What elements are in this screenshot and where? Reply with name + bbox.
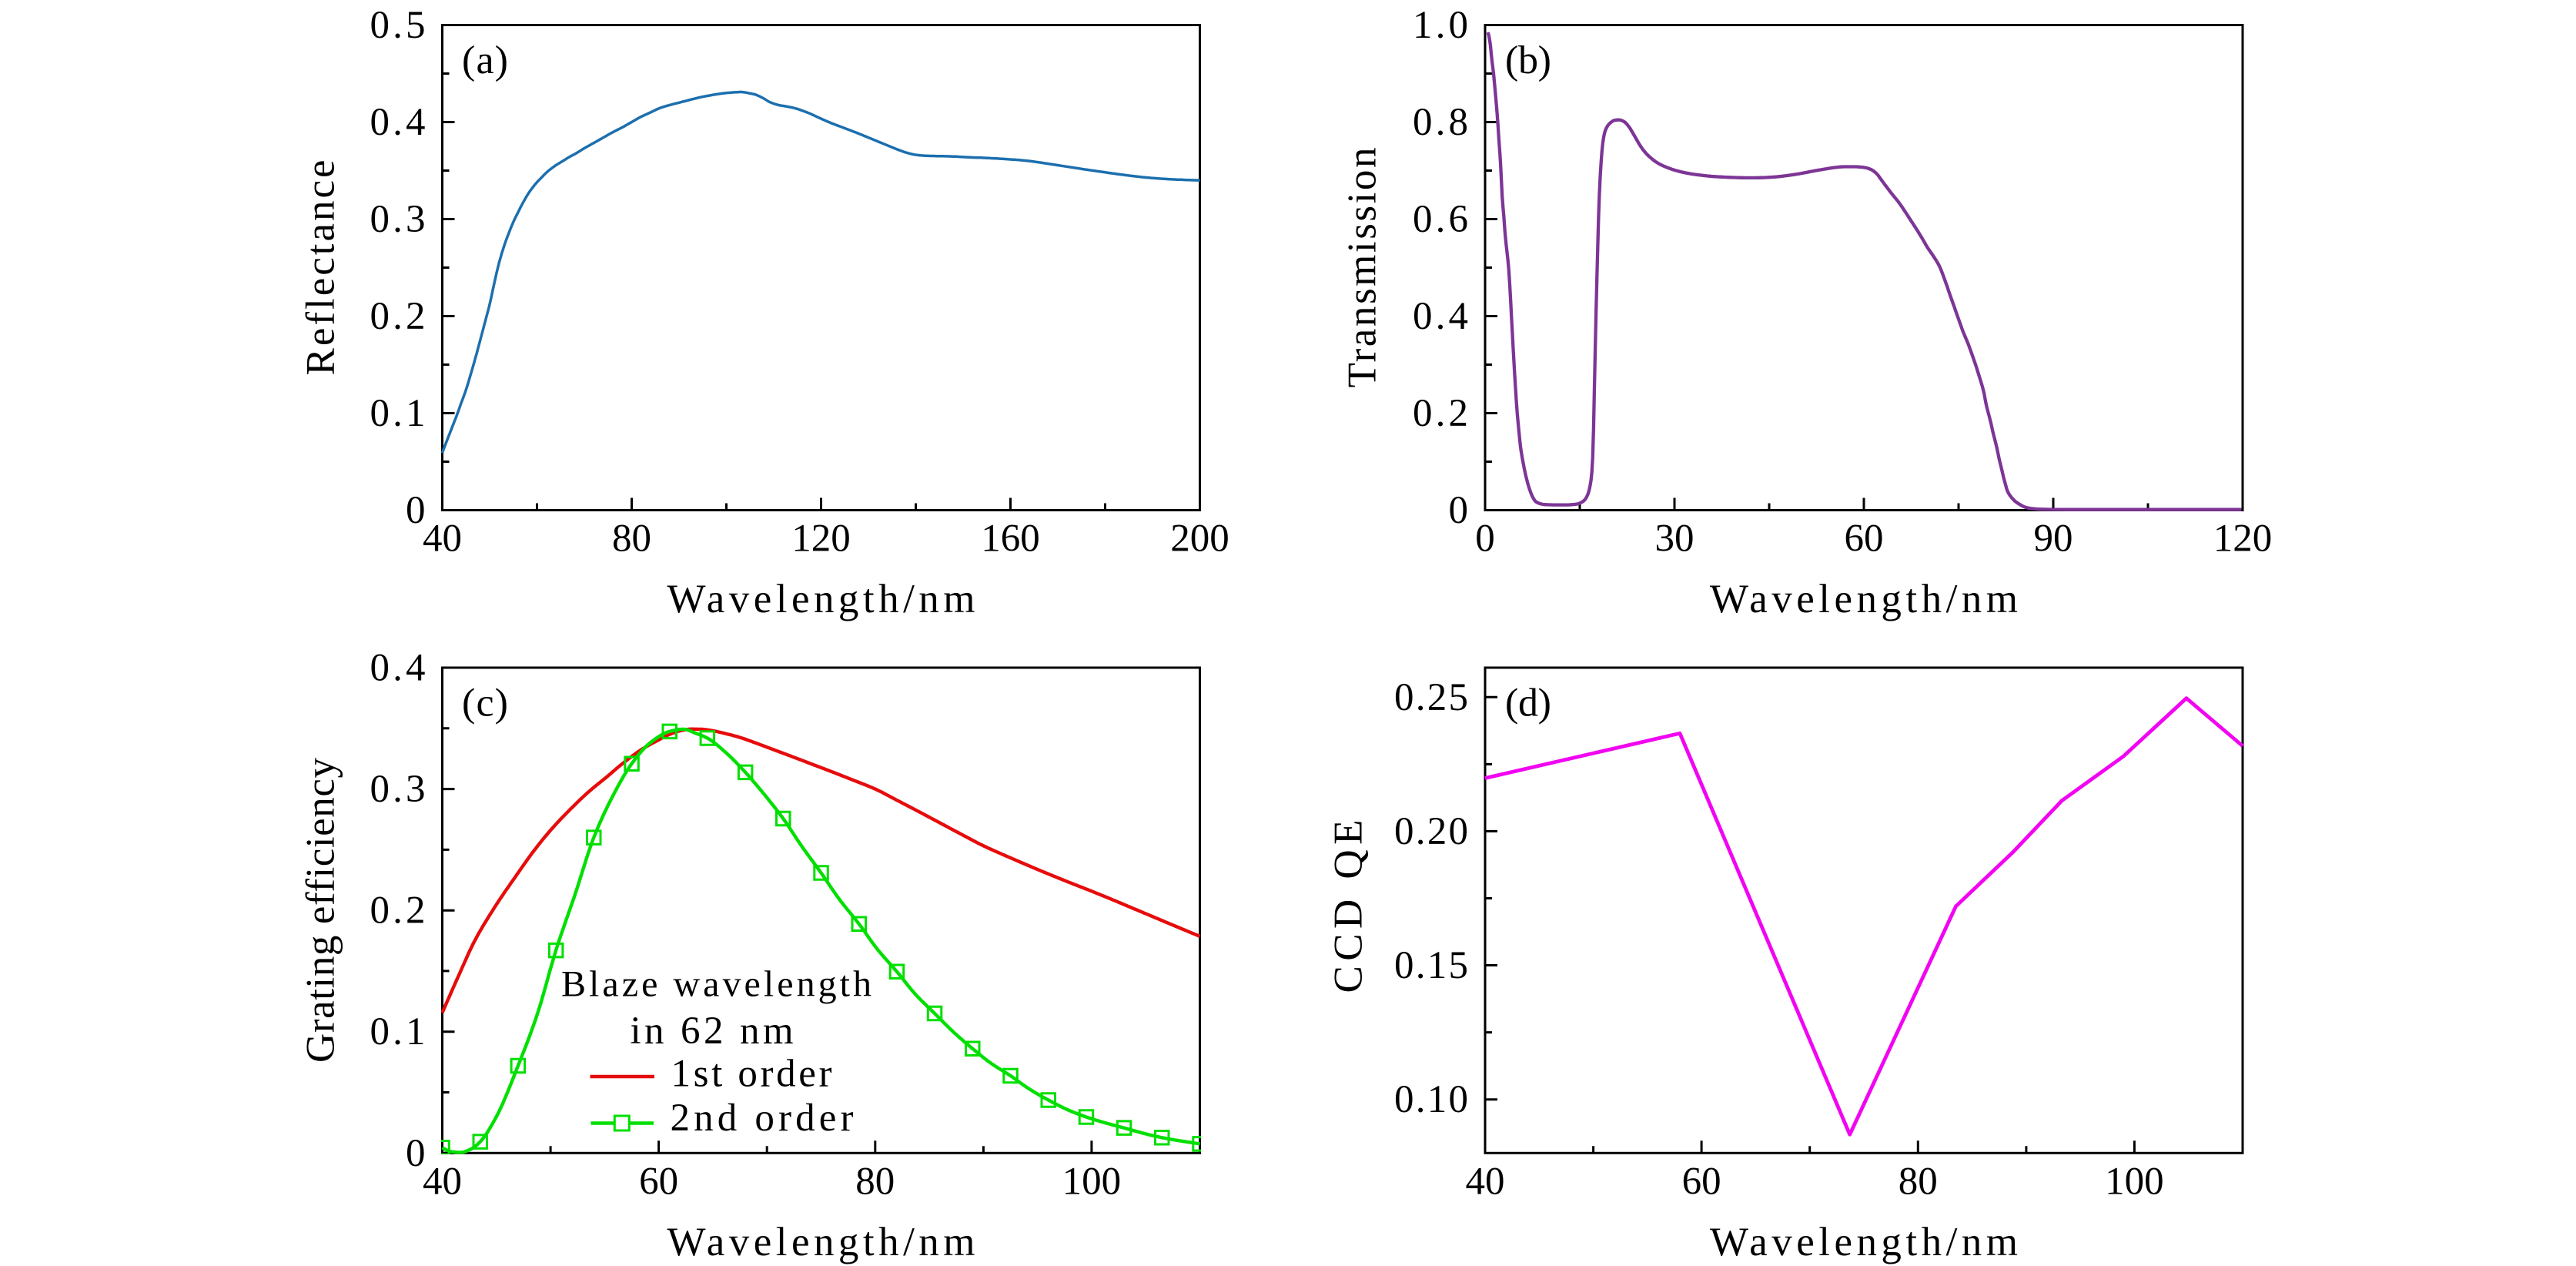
svg-text:0.20: 0.20: [1394, 810, 1468, 853]
svg-text:0.4: 0.4: [370, 647, 426, 690]
svg-text:0: 0: [406, 489, 426, 532]
svg-text:0: 0: [1475, 517, 1495, 561]
svg-text:Grating efficiency: Grating efficiency: [299, 758, 343, 1063]
svg-text:40: 40: [423, 1160, 462, 1203]
svg-text:0.6: 0.6: [1413, 198, 1468, 241]
svg-text:0.3: 0.3: [370, 768, 426, 811]
svg-text:Reflectance: Reflectance: [299, 160, 343, 376]
svg-text:0.2: 0.2: [370, 295, 426, 338]
svg-text:0: 0: [1449, 489, 1469, 532]
svg-text:90: 90: [2034, 517, 2073, 561]
svg-text:Transmission: Transmission: [1340, 148, 1385, 388]
svg-text:0.25: 0.25: [1394, 676, 1468, 719]
svg-text:0.4: 0.4: [1413, 295, 1468, 338]
svg-text:Wavelength/nm: Wavelength/nm: [1710, 1220, 2018, 1264]
svg-text:Blaze wavelength: Blaze wavelength: [561, 964, 871, 1005]
svg-text:(c): (c): [462, 682, 508, 725]
svg-text:0.3: 0.3: [370, 198, 426, 241]
svg-text:40: 40: [1466, 1160, 1505, 1203]
svg-text:0.4: 0.4: [370, 101, 426, 144]
svg-text:60: 60: [1845, 517, 1884, 561]
svg-text:80: 80: [1899, 1160, 1938, 1203]
svg-text:0.2: 0.2: [370, 889, 426, 933]
svg-text:0: 0: [406, 1132, 426, 1175]
svg-text:2nd order: 2nd order: [671, 1097, 854, 1140]
svg-text:0.5: 0.5: [370, 4, 426, 47]
svg-text:100: 100: [1062, 1160, 1122, 1203]
svg-text:(b): (b): [1505, 39, 1551, 82]
svg-text:in 62 nm: in 62 nm: [631, 1010, 794, 1053]
svg-text:80: 80: [612, 517, 651, 561]
svg-text:Wavelength/nm: Wavelength/nm: [667, 1220, 975, 1264]
svg-text:100: 100: [2105, 1160, 2164, 1203]
svg-text:120: 120: [2213, 517, 2273, 561]
svg-text:80: 80: [855, 1160, 895, 1203]
svg-text:0.1: 0.1: [370, 1010, 426, 1053]
svg-text:1st order: 1st order: [671, 1053, 832, 1096]
svg-text:120: 120: [791, 517, 851, 561]
svg-text:40: 40: [423, 517, 462, 561]
svg-text:Wavelength/nm: Wavelength/nm: [667, 577, 975, 621]
svg-text:160: 160: [981, 517, 1040, 561]
svg-text:60: 60: [639, 1160, 678, 1203]
svg-text:1.0: 1.0: [1413, 4, 1468, 47]
svg-text:60: 60: [1682, 1160, 1721, 1203]
svg-text:0.2: 0.2: [1413, 392, 1468, 435]
svg-text:0.8: 0.8: [1413, 101, 1468, 144]
svg-text:0.10: 0.10: [1394, 1078, 1468, 1121]
svg-text:(d): (d): [1505, 682, 1551, 725]
svg-text:(a): (a): [462, 39, 508, 82]
svg-text:0.1: 0.1: [370, 392, 426, 435]
svg-text:0.15: 0.15: [1394, 944, 1468, 987]
svg-text:Wavelength/nm: Wavelength/nm: [1710, 577, 2018, 621]
svg-text:200: 200: [1170, 517, 1229, 561]
svg-text:30: 30: [1655, 517, 1694, 561]
